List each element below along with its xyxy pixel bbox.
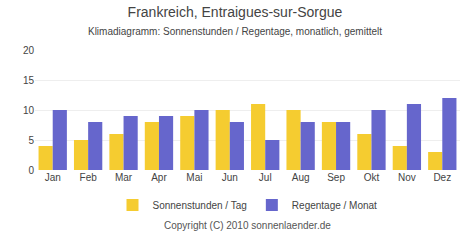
- svg-text:20: 20: [23, 45, 35, 56]
- svg-text:Nov: Nov: [398, 172, 416, 183]
- svg-text:Copyright (C) 2010 sonnenlaend: Copyright (C) 2010 sonnenlaender.de: [164, 220, 331, 231]
- svg-text:0: 0: [28, 165, 34, 176]
- svg-text:Dez: Dez: [433, 172, 451, 183]
- svg-text:Jan: Jan: [45, 172, 61, 183]
- svg-text:Jul: Jul: [259, 172, 272, 183]
- svg-text:10: 10: [23, 105, 35, 116]
- svg-text:15: 15: [23, 75, 35, 86]
- svg-text:Okt: Okt: [364, 172, 380, 183]
- svg-text:Sonnenstunden / Tag: Sonnenstunden / Tag: [153, 200, 247, 211]
- svg-text:Aug: Aug: [292, 172, 310, 183]
- svg-text:Mar: Mar: [115, 172, 133, 183]
- svg-text:Feb: Feb: [80, 172, 98, 183]
- svg-text:Mai: Mai: [186, 172, 202, 183]
- svg-text:Apr: Apr: [151, 172, 167, 183]
- svg-text:5: 5: [28, 135, 34, 146]
- svg-text:Frankreich, Entraigues-sur-Sor: Frankreich, Entraigues-sur-SorgueKlimadi…: [88, 4, 382, 37]
- svg-text:Regentage / Monat: Regentage / Monat: [292, 200, 377, 211]
- svg-text:Sep: Sep: [327, 172, 345, 183]
- svg-text:Jun: Jun: [222, 172, 238, 183]
